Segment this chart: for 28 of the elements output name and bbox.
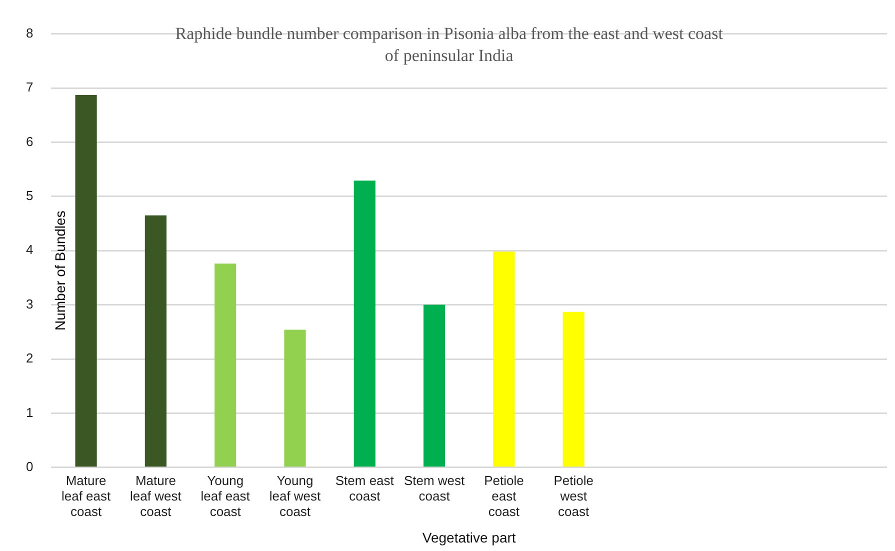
x-axis-title: Vegetative part [422, 529, 516, 546]
x-tick-label: Petiole west coast [554, 472, 594, 519]
x-tick-label: Mature leaf west coast [130, 472, 182, 519]
x-tick-label: Young leaf west coast [269, 472, 322, 519]
y-tick-label: 1 [26, 404, 34, 420]
y-axis-title: Number of Bundles [52, 210, 68, 331]
y-tick-label: 8 [26, 25, 34, 40]
y-tick-label: 7 [26, 80, 34, 95]
x-tick-label: Mature leaf east coast [61, 472, 112, 519]
x-tick-label: Young leaf east coast [200, 472, 250, 519]
bar [214, 264, 236, 467]
y-tick-label: 2 [26, 350, 34, 366]
bar [75, 95, 97, 467]
y-tick-label: 0 [26, 458, 34, 474]
chart-title: Raphide bundle number comparison in Pisonia alba from the east and west coast of peninsular India [175, 24, 724, 65]
y-tick-label: 4 [26, 242, 34, 258]
y-tick-label: 5 [26, 188, 34, 203]
bar [354, 180, 376, 467]
bar [144, 215, 166, 467]
x-tick-label: Stem west coast [404, 472, 466, 504]
bar [284, 330, 306, 467]
bar [423, 304, 446, 467]
x-tick-label: Stem east coast [335, 472, 394, 504]
x-tick-label: Petiole east coast [484, 472, 524, 519]
bar [493, 252, 515, 467]
bar [562, 312, 584, 467]
y-tick-label: 6 [26, 134, 34, 149]
y-tick-label: 3 [26, 296, 34, 312]
